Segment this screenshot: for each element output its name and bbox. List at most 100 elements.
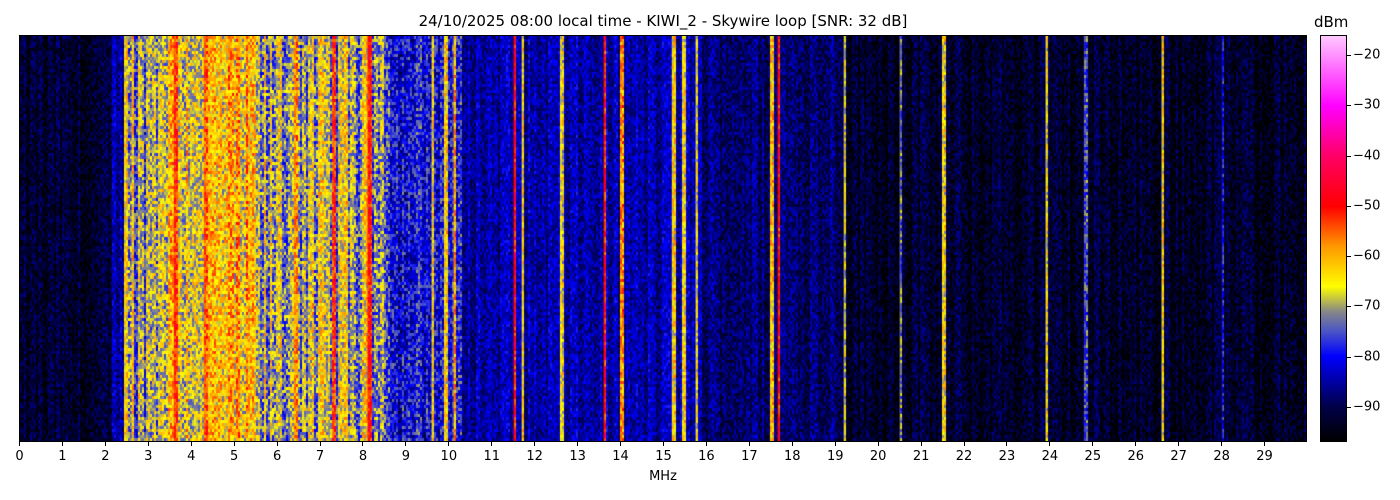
signal-line-mark <box>770 36 773 441</box>
colorbar-tick-label: −60 <box>1353 248 1381 264</box>
x-tick-label: 26 <box>1127 449 1145 464</box>
colorbar-tick-label: −40 <box>1353 148 1381 164</box>
chart-title: 24/10/2025 08:00 local time - KIWI_2 - S… <box>418 12 908 30</box>
x-tick-mark <box>1049 442 1051 446</box>
x-tick-label: 22 <box>955 449 973 464</box>
signal-line-mark <box>602 36 605 441</box>
x-tick-label: 25 <box>1084 449 1102 464</box>
plot-area <box>19 35 1307 442</box>
x-tick-mark <box>405 442 407 446</box>
x-tick-label: 12 <box>526 449 543 464</box>
colorbar-tick-label: −30 <box>1353 97 1381 113</box>
x-tick-mark <box>276 442 278 446</box>
x-tick-mark <box>233 442 235 446</box>
colorbar-tick-mark <box>1347 406 1351 408</box>
x-tick-mark <box>577 442 579 446</box>
signal-line-mark <box>559 36 562 441</box>
signal-line-mark <box>332 36 335 441</box>
signal-line-mark <box>130 36 133 441</box>
band-marks <box>124 36 1224 441</box>
signal-line-mark <box>512 36 515 441</box>
x-tick-mark <box>705 442 707 446</box>
signal-line-mark <box>293 36 296 441</box>
colorbar-tick-mark <box>1347 155 1351 157</box>
colorbar-tick-label: −20 <box>1353 47 1381 63</box>
x-tick-mark <box>834 442 836 446</box>
x-tick-mark <box>61 442 63 446</box>
colorbar-tick-mark <box>1347 306 1351 308</box>
x-axis-label: MHz <box>649 469 677 484</box>
colorbar-tick-label: −80 <box>1353 349 1381 365</box>
signal-line-mark <box>776 36 779 441</box>
x-tick-mark <box>1178 442 1180 446</box>
x-tick-label: 19 <box>826 449 844 464</box>
x-tick-label: 11 <box>483 449 501 464</box>
signal-line-mark <box>368 36 371 441</box>
x-tick-mark <box>920 442 922 446</box>
signal-line-mark <box>173 36 176 441</box>
x-tick-label: 3 <box>144 449 153 464</box>
signal-line-mark <box>942 36 945 441</box>
x-tick-mark <box>877 442 879 446</box>
x-tick-mark <box>19 442 20 446</box>
signal-line-mark <box>124 36 127 441</box>
x-tick-label: 7 <box>315 449 325 464</box>
signal-line-mark <box>431 36 434 441</box>
signal-line-mark <box>366 36 369 441</box>
colorbar-tick-mark <box>1347 55 1351 57</box>
signal-line-mark <box>444 36 447 441</box>
x-tick-label: 27 <box>1170 449 1187 464</box>
x-tick-label: 8 <box>358 449 368 464</box>
colorbar-tick-label: −70 <box>1353 298 1381 314</box>
x-tick-label: 13 <box>569 449 586 464</box>
colorbar-label: dBm <box>1314 13 1349 31</box>
signal-line-mark <box>1045 36 1048 441</box>
x-tick-mark <box>620 442 622 446</box>
x-tick-label: 24 <box>1041 449 1059 464</box>
x-tick-mark <box>1092 442 1094 446</box>
x-tick-mark <box>534 442 536 446</box>
colorbar-tick-mark <box>1347 105 1351 107</box>
x-tick-label: 29 <box>1256 449 1273 464</box>
x-tick-label: 16 <box>698 449 715 464</box>
x-tick-label: 20 <box>869 449 887 464</box>
x-tick-mark <box>319 442 321 446</box>
x-tick-label: 17 <box>741 449 758 464</box>
x-tick-label: 4 <box>187 449 196 464</box>
signal-line-mark <box>843 36 846 441</box>
signal-line-mark <box>1221 36 1224 441</box>
colorbar-tick-mark <box>1347 356 1351 358</box>
signal-line-mark <box>899 36 902 441</box>
signal-line-mark <box>671 36 674 441</box>
x-tick-mark <box>963 442 965 446</box>
x-tick-mark <box>1006 442 1008 446</box>
x-tick-label: 28 <box>1213 449 1230 464</box>
x-tick-mark <box>663 442 664 446</box>
signal-line-mark <box>620 36 623 441</box>
x-tick-label: 2 <box>101 449 110 464</box>
x-tick-label: 18 <box>784 449 801 464</box>
colorbar-tick-label: −90 <box>1353 399 1381 415</box>
signal-line-mark <box>682 36 685 441</box>
colorbar-tick-mark <box>1347 205 1351 207</box>
x-tick-label: 10 <box>440 449 458 464</box>
spectrogram-heatmap <box>20 36 1306 441</box>
x-tick-label: 23 <box>998 449 1016 464</box>
x-tick-mark <box>362 442 364 446</box>
x-tick-mark <box>1135 442 1137 446</box>
signal-line-mark <box>203 36 206 441</box>
signal-line-mark <box>452 36 455 441</box>
x-tick-mark <box>448 442 450 446</box>
x-tick-label: 9 <box>401 449 411 464</box>
x-tick-mark <box>491 442 493 446</box>
colorbar-tick-label: −50 <box>1353 198 1381 214</box>
colorbar-tick-mark <box>1347 256 1351 258</box>
x-tick-mark <box>791 442 793 446</box>
x-tick-label: 1 <box>58 449 67 464</box>
signal-line-mark <box>521 36 524 441</box>
x-tick-mark <box>1264 442 1266 446</box>
x-tick-mark <box>104 442 106 446</box>
colorbar <box>1320 35 1347 442</box>
x-tick-label: 15 <box>655 449 672 464</box>
x-tick-mark <box>190 442 192 446</box>
